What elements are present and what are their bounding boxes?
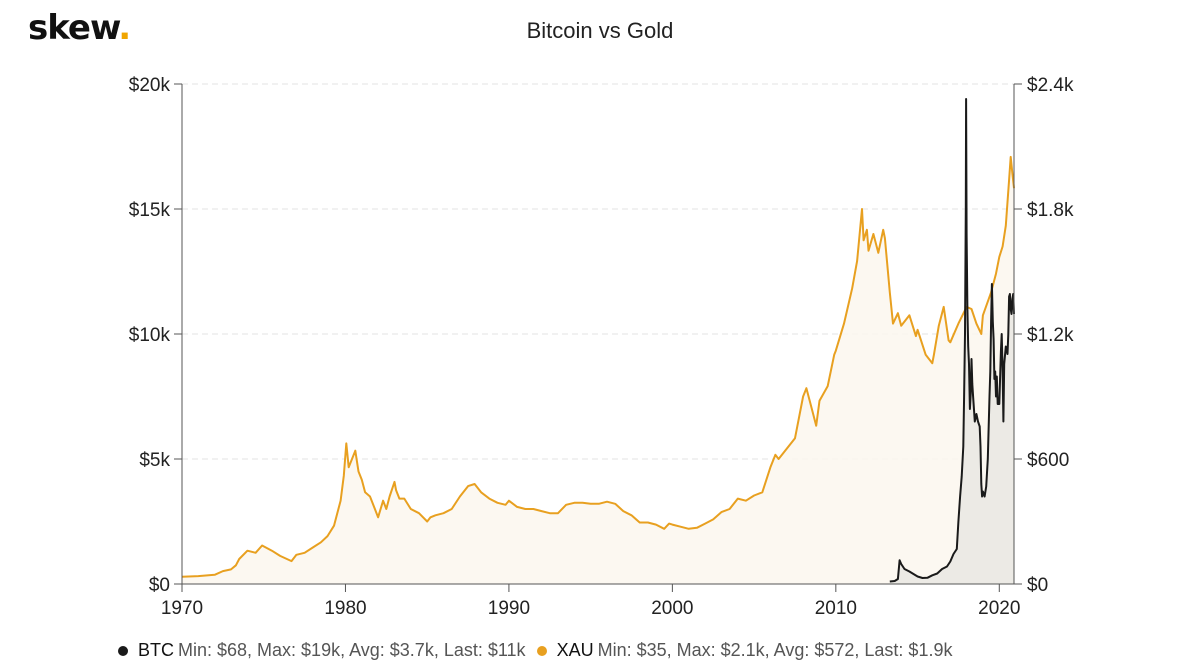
left-tick-label: $10k <box>129 325 171 346</box>
legend-label-xau: XAU <box>556 640 594 660</box>
legend-label-btc: BTC <box>138 640 174 660</box>
x-tick-label: 1980 <box>324 598 366 619</box>
legend-item-xau[interactable]: XAU Min: $35, Max: $2.1k, Avg: $572, Last… <box>536 640 953 661</box>
chart-title: Bitcoin vs Gold <box>526 18 674 43</box>
right-tick-label: $1.2k <box>1027 325 1074 346</box>
legend-item-btc[interactable]: BTC Min: $68, Max: $19k, Avg: $3.7k, Last… <box>118 640 526 661</box>
legend-stats-xau: Min: $35, Max: $2.1k, Avg: $572, Last: $… <box>597 640 953 660</box>
x-tick-label: 2000 <box>651 598 693 619</box>
series-area-xau <box>182 156 1014 584</box>
legend-marker-btc <box>118 646 128 657</box>
x-tick-label: 2020 <box>978 598 1020 619</box>
legend-stats-btc: Min: $68, Max: $19k, Avg: $3.7k, Last: $… <box>178 640 526 660</box>
right-tick-label: $0 <box>1027 575 1048 596</box>
left-tick-label: $15k <box>129 200 171 221</box>
legend: BTC Min: $68, Max: $19k, Avg: $3.7k, Last… <box>118 640 958 661</box>
series-line-btc <box>889 98 1015 583</box>
series-line-xau <box>181 155 1015 578</box>
x-tick-label: 1990 <box>488 598 530 619</box>
legend-marker-xau <box>536 646 547 657</box>
skew-logo: skew. <box>28 8 131 48</box>
left-tick-label: $20k <box>129 75 171 96</box>
x-tick-label: 1970 <box>161 598 203 619</box>
x-tick-label: 2010 <box>815 598 857 619</box>
left-tick-label: $5k <box>139 450 170 471</box>
right-tick-label: $600 <box>1027 450 1069 471</box>
right-tick-label: $1.8k <box>1027 200 1074 221</box>
right-tick-label: $2.4k <box>1027 75 1074 96</box>
series-area-btc <box>889 99 1014 584</box>
left-tick-label: $0 <box>149 575 170 596</box>
